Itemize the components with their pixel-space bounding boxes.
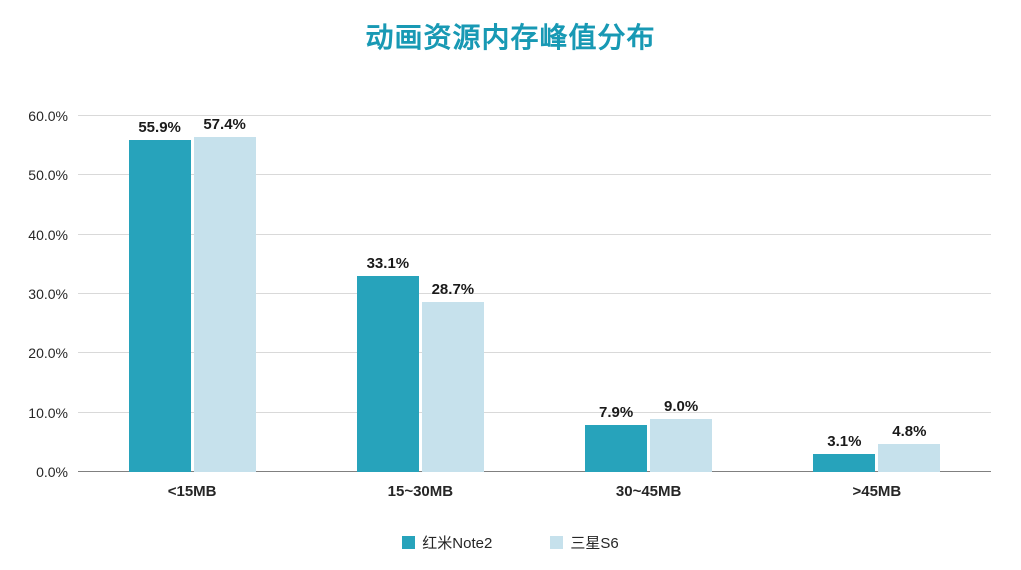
bar-item: 4.8% — [878, 116, 941, 472]
gridline — [78, 233, 991, 235]
x-axis-labels: <15MB 15~30MB 30~45MB >45MB — [78, 472, 991, 500]
y-axis-tick-label: 50.0% — [28, 167, 68, 184]
x-axis-category-label: 15~30MB — [387, 483, 454, 500]
bar-group: 7.9% 9.0% — [535, 116, 763, 472]
bar-value-label: 28.7% — [431, 280, 475, 298]
bar-group: 3.1% 4.8% — [763, 116, 991, 472]
bar-红米Note2 — [356, 275, 419, 472]
bar-item: 57.4% — [193, 116, 256, 472]
bar-value-label: 7.9% — [599, 404, 634, 422]
bar-红米Note2 — [813, 453, 876, 472]
bar-三星S6 — [193, 137, 256, 472]
bar-红米Note2 — [128, 140, 191, 472]
x-axis: <15MB 15~30MB 30~45MB >45MB — [0, 472, 1021, 500]
legend-item: 三星S6 — [550, 532, 619, 553]
bar-value-label: 57.4% — [203, 116, 246, 133]
bar-三星S6 — [650, 418, 713, 472]
legend-label: 红米Note2 — [422, 535, 493, 552]
plot-area-row: 0.0% 10.0% 20.0% 30.0% 40.0% 50.0% 60.0% 55.9%… — [0, 108, 1021, 480]
bar-红米Note2 — [585, 425, 648, 472]
y-axis-tick-label: 60.0% — [28, 108, 68, 124]
chart-title: 动画资源内存峰值分布 — [365, 22, 656, 53]
legend-item: 红米Note2 — [402, 532, 492, 553]
gridline — [78, 293, 991, 294]
x-axis-line — [78, 471, 991, 472]
gridline — [78, 174, 991, 176]
y-axis-tick-label: 30.0% — [28, 286, 68, 302]
y-axis: 0.0% 10.0% 20.0% 30.0% 40.0% 50.0% 60.0% — [0, 108, 78, 480]
bar-item: 33.1% — [356, 116, 419, 472]
gridline — [78, 411, 991, 413]
x-axis-category-label: 30~45MB — [615, 483, 682, 500]
bar-value-label: 4.8% — [892, 422, 927, 440]
y-axis-tick-label: 0.0% — [36, 464, 68, 480]
bar-group: 33.1% 28.7% — [306, 116, 534, 472]
legend-swatch-icon — [550, 536, 564, 549]
x-axis-category-label: <15MB — [167, 483, 217, 500]
bar-value-label: 33.1% — [366, 254, 410, 272]
gridline — [78, 352, 991, 354]
bar-groups: 55.9% 57.4% 33.1% 28.7% 7.9% 9.0% 3.1% 4.8% — [78, 116, 991, 472]
legend: 红米Note2 三星S6 — [0, 532, 1021, 553]
bar-item: 28.7% — [421, 116, 484, 472]
y-axis-tick-label: 20.0% — [28, 345, 68, 362]
bar-value-label: 3.1% — [827, 432, 862, 450]
bar-三星S6 — [421, 301, 484, 472]
y-axis-tick-label: 40.0% — [28, 226, 68, 243]
bar-item: 7.9% — [585, 116, 648, 472]
bar-value-label: 55.9% — [138, 119, 181, 137]
legend-label: 三星S6 — [570, 535, 619, 552]
bar-group: 55.9% 57.4% — [78, 116, 306, 472]
bar-item: 9.0% — [650, 116, 713, 472]
y-axis-tick-label: 10.0% — [28, 404, 68, 421]
plot-area: 55.9% 57.4% 33.1% 28.7% 7.9% 9.0% 3.1% 4.8% — [78, 115, 991, 472]
bar-三星S6 — [878, 443, 941, 472]
bar-value-label: 9.0% — [664, 397, 699, 415]
legend-swatch-icon — [402, 536, 416, 549]
bar-item: 3.1% — [813, 116, 876, 472]
x-axis-category-label: >45MB — [852, 483, 902, 500]
gridline — [78, 115, 991, 116]
bar-item: 55.9% — [128, 116, 191, 472]
